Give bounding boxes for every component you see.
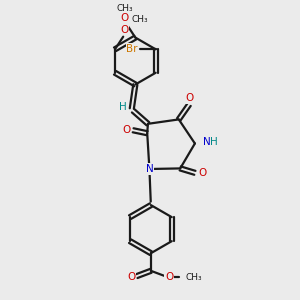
Text: O: O [121,13,129,23]
Text: O: O [165,272,173,282]
Text: Br: Br [126,44,138,54]
Text: CH₃: CH₃ [131,16,148,25]
Text: N: N [203,137,211,147]
Text: O: O [185,93,194,103]
Text: H: H [210,137,218,147]
Text: CH₃: CH₃ [185,273,202,282]
Text: N: N [146,164,153,174]
Text: CH₃: CH₃ [116,4,133,13]
Text: H: H [119,102,127,112]
Text: O: O [128,272,136,282]
Text: O: O [198,168,206,178]
Text: O: O [121,25,129,35]
Text: O: O [122,125,131,135]
